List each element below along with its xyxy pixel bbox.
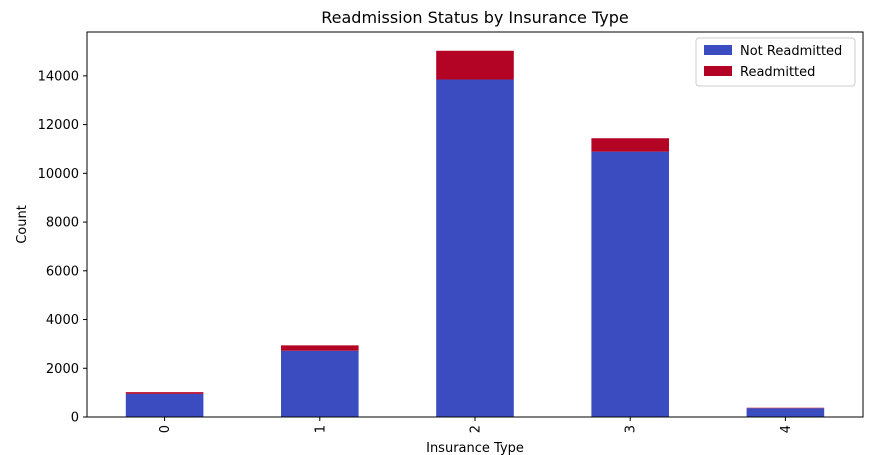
y-tick-label: 0: [71, 411, 79, 426]
chart-title: Readmission Status by Insurance Type: [321, 8, 628, 27]
legend-label: Not Readmitted: [740, 44, 842, 59]
legend-box: [695, 37, 856, 87]
legend-swatch: [704, 45, 732, 55]
bar-not-readmitted-4: [746, 408, 825, 417]
y-tick-label: 2000: [46, 362, 79, 377]
y-tick-label: 4000: [46, 313, 79, 328]
legend: Not Readmitted Readmitted: [695, 37, 856, 87]
bars-group: [125, 50, 825, 418]
x-axis-label: Insurance Type: [426, 441, 524, 455]
x-tick-label: 1: [313, 425, 328, 433]
x-tick-label: 3: [624, 425, 639, 433]
x-tick-label: 2: [469, 425, 484, 433]
y-tick-label: 8000: [46, 216, 79, 231]
legend-swatch: [704, 66, 732, 76]
plot-frame: [86, 31, 864, 418]
x-axis-ticks: 0 1 2 3 4: [158, 417, 794, 433]
y-tick-label: 6000: [46, 264, 79, 279]
bar-not-readmitted-0: [125, 393, 204, 417]
bar-readmitted-0: [125, 392, 204, 394]
y-tick-label: 12000: [38, 118, 79, 133]
y-axis-ticks: 0 2000 4000 6000 8000 10000 12000 14000: [38, 69, 87, 426]
bar-not-readmitted-2: [436, 79, 514, 418]
bar-not-readmitted-3: [591, 151, 669, 418]
bar-readmitted-1: [281, 345, 359, 351]
y-tick-label: 10000: [38, 167, 79, 182]
bar-readmitted-3: [591, 138, 669, 152]
bar-readmitted-2: [436, 50, 514, 80]
x-tick-label: 4: [779, 425, 794, 433]
x-tick-label: 0: [158, 425, 173, 433]
legend-label: Readmitted: [740, 65, 815, 80]
y-tick-label: 14000: [38, 69, 79, 84]
bar-not-readmitted-1: [281, 350, 359, 417]
y-axis-label: Count: [15, 205, 30, 244]
